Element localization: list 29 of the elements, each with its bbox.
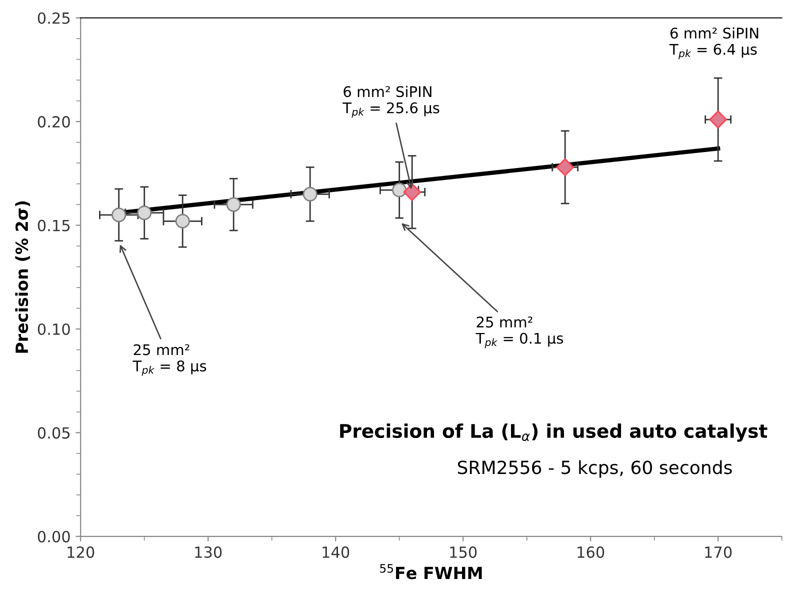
y-tick-label: 0.20 xyxy=(38,116,70,128)
point xyxy=(175,214,190,228)
point xyxy=(709,110,727,128)
y-axis-title: Precision (% 2σ) xyxy=(15,201,30,353)
y-tick-label: 0.05 xyxy=(38,427,70,439)
point xyxy=(556,158,574,176)
point xyxy=(392,182,407,198)
x-axis-title: $^{55}$Fe FWHM xyxy=(380,564,482,580)
x-tick-label: 120 xyxy=(68,546,94,558)
annotation: 6 mm² SiPIN T$_{pk}$ = 6.4 µs xyxy=(669,27,758,60)
x-tick-label: 130 xyxy=(195,546,222,558)
annotation: 6 mm² SiPIN T$_{pk}$ = 25.6 µs xyxy=(342,86,440,118)
annotation: 25 mm² T$_{pk}$ = 8 µs xyxy=(132,344,206,376)
point xyxy=(302,186,318,202)
x-tick-label: 140 xyxy=(322,546,350,558)
point xyxy=(226,197,241,212)
x-tick-label: 170 xyxy=(705,546,732,558)
x-tick-label: 160 xyxy=(578,546,604,558)
point xyxy=(137,206,152,220)
y-tick-label: 0.10 xyxy=(38,323,70,336)
text: SRM2556 - 5 kcps, 60 seconds xyxy=(458,460,732,478)
x-tick-label: 150 xyxy=(450,546,477,558)
y-tick-label: 0.25 xyxy=(38,12,70,24)
point xyxy=(112,208,126,222)
annotation: 25 mm² T$_{pk}$ = 0.1 µs xyxy=(476,316,564,348)
y-tick-label: 0.00 xyxy=(38,530,70,542)
point xyxy=(403,183,421,202)
text: Precision of La (L$_{α}$) in used auto catalyst xyxy=(340,424,768,442)
y-tick-label: 0.15 xyxy=(38,220,70,232)
